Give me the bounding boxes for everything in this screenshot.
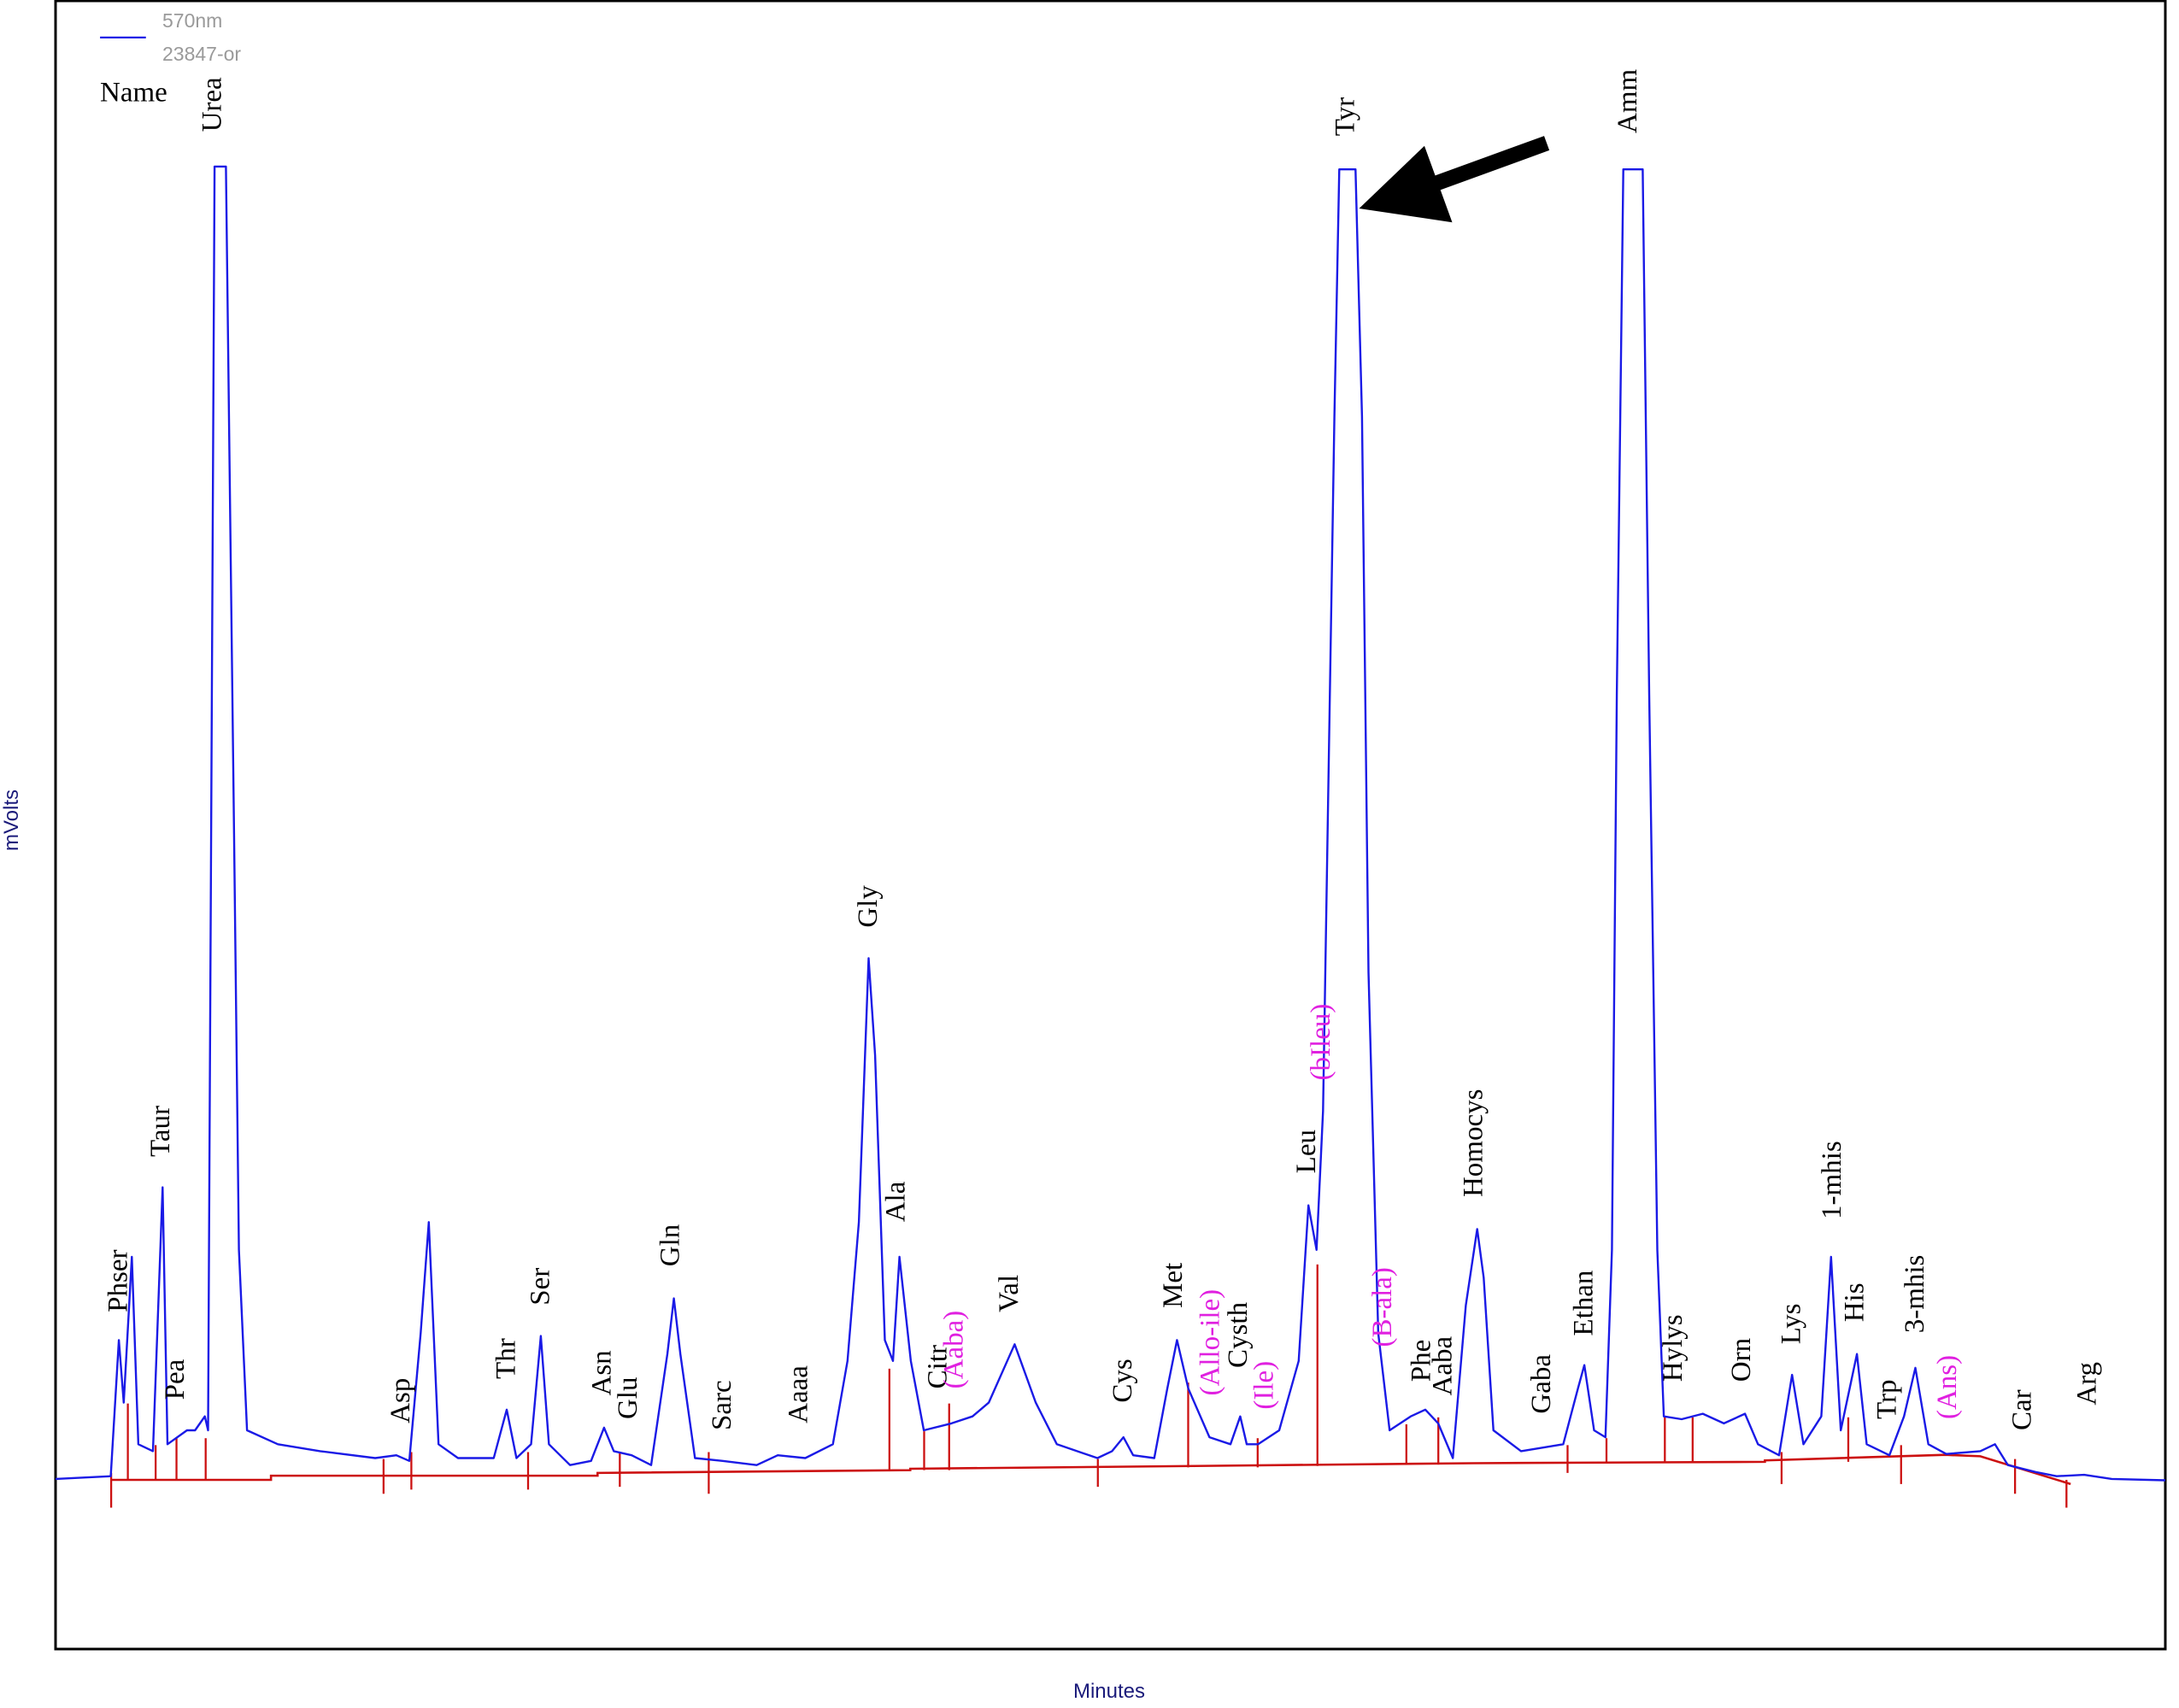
peak-label: Asp xyxy=(385,1378,416,1423)
peak-label: (Aaba) xyxy=(939,1311,970,1389)
plot-frame xyxy=(54,0,2167,1651)
peak-label: Val xyxy=(994,1275,1025,1312)
peak-label: Met xyxy=(1158,1263,1189,1308)
peak-label: Thr xyxy=(490,1338,521,1379)
peak-label: Taur xyxy=(145,1106,176,1157)
y-axis-label: mVolts xyxy=(0,789,23,851)
peak-label: His xyxy=(1840,1282,1871,1322)
peak-label: Aaba xyxy=(1427,1336,1458,1396)
peak-label: Tyr xyxy=(1330,97,1360,136)
peak-label: 1-mhis xyxy=(1817,1141,1847,1219)
peak-label: Gaba xyxy=(1526,1354,1557,1414)
peak-label: Asn xyxy=(587,1350,618,1395)
peak-label: (Allo-ile) xyxy=(1195,1289,1226,1396)
peak-label: Arg xyxy=(2071,1362,2102,1406)
legend-subtitle: 23847-or xyxy=(162,43,241,65)
peak-label: Phe xyxy=(1407,1340,1437,1382)
x-axis-label: Minutes xyxy=(1073,1680,1145,1703)
peak-label: Orn xyxy=(1726,1338,1757,1382)
peak-label: Citr xyxy=(923,1345,954,1388)
peak-label: (B-ala) xyxy=(1367,1267,1398,1347)
peak-label: Urea xyxy=(197,77,228,132)
peak-label: Phser xyxy=(103,1250,134,1312)
peak-label: Sarc xyxy=(707,1380,737,1430)
legend-label: 570nm xyxy=(162,9,222,32)
peak-label: Pea xyxy=(160,1359,191,1400)
trace xyxy=(55,165,2166,1482)
peak-label: Cysth xyxy=(1223,1301,1254,1368)
integration-marks xyxy=(100,36,2071,1508)
peak-label: Aaaa xyxy=(783,1365,813,1423)
peak-label: Ala xyxy=(880,1181,911,1222)
drop-lines xyxy=(109,1264,2068,1508)
peak-label: Gly xyxy=(853,885,884,928)
peak-label: (bIleu) xyxy=(1306,1004,1336,1081)
arrow xyxy=(1359,136,1550,223)
column-header: Name xyxy=(100,78,167,109)
peak-label: Homocys xyxy=(1458,1089,1489,1198)
peak-label: Lys xyxy=(1777,1304,1807,1345)
peak-label: Leu xyxy=(1291,1130,1322,1173)
baseline xyxy=(111,1453,2071,1486)
peak-label: Ethan xyxy=(1569,1271,1600,1336)
peak-label: Glu xyxy=(613,1377,643,1420)
peak-label: Car xyxy=(2006,1389,2037,1430)
peak-label: Hylys xyxy=(1658,1314,1689,1382)
peak-label: Amm xyxy=(1612,68,1643,133)
peak-label: Ser xyxy=(525,1268,555,1306)
peak-label: Cys xyxy=(1107,1359,1138,1402)
peak-label: Gln xyxy=(655,1224,685,1267)
peak-label: (Ans) xyxy=(1932,1355,1963,1419)
peak-label: Trp xyxy=(1872,1380,1903,1420)
peak-label: (Ile) xyxy=(1248,1361,1279,1410)
peak-label: 3-mhis xyxy=(1900,1255,1930,1334)
